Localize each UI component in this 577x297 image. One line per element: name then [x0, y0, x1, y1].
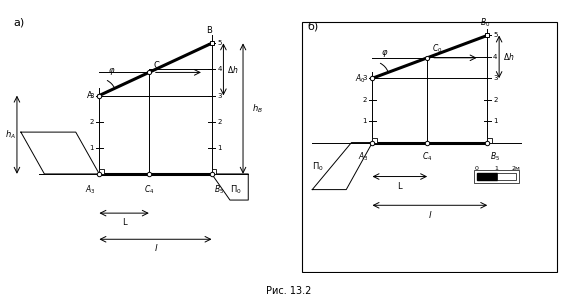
- Text: $\varphi$: $\varphi$: [108, 66, 116, 77]
- Text: $C_4$: $C_4$: [422, 150, 432, 163]
- Text: $\varphi$: $\varphi$: [381, 48, 388, 59]
- Text: 1: 1: [493, 118, 497, 124]
- Bar: [372, 138, 377, 143]
- Text: $B_5$: $B_5$: [214, 183, 224, 195]
- Text: $B_5$: $B_5$: [490, 150, 500, 163]
- Text: 3: 3: [362, 75, 366, 81]
- Text: $\Pi_0$: $\Pi_0$: [312, 161, 324, 173]
- Bar: [212, 170, 216, 174]
- Text: $B_0$: $B_0$: [479, 16, 490, 29]
- Text: $A_3$: $A_3$: [85, 183, 95, 195]
- Text: $\Pi_0$: $\Pi_0$: [230, 183, 242, 195]
- Text: C: C: [153, 61, 159, 70]
- Text: Рис. 13.2: Рис. 13.2: [266, 285, 311, 296]
- Text: $\Delta h$: $\Delta h$: [227, 64, 239, 75]
- Text: 0: 0: [475, 166, 479, 171]
- Bar: [477, 173, 497, 180]
- Text: $A_0$: $A_0$: [355, 72, 366, 85]
- Text: A: A: [87, 91, 93, 100]
- Text: 1: 1: [494, 166, 499, 171]
- Bar: [488, 138, 492, 143]
- Bar: [497, 173, 516, 180]
- Text: 3: 3: [493, 75, 497, 81]
- Text: 3: 3: [89, 92, 93, 99]
- Text: $A_3$: $A_3$: [358, 150, 369, 163]
- Text: 2: 2: [218, 119, 222, 125]
- Text: 5: 5: [218, 40, 222, 46]
- Text: 1: 1: [218, 145, 222, 151]
- Text: 2: 2: [493, 97, 497, 103]
- Bar: [99, 170, 104, 174]
- Text: 1: 1: [362, 118, 366, 124]
- Text: $C_0$: $C_0$: [432, 43, 443, 55]
- Text: 1: 1: [89, 145, 93, 151]
- Text: L: L: [398, 182, 402, 191]
- Text: 2м: 2м: [512, 166, 520, 171]
- Text: б): б): [307, 21, 319, 31]
- Text: 2: 2: [362, 97, 366, 103]
- Text: L: L: [122, 218, 126, 228]
- Bar: [474, 170, 519, 183]
- Text: $C_4$: $C_4$: [144, 183, 154, 195]
- Text: l: l: [154, 244, 157, 254]
- Text: $\Delta h$: $\Delta h$: [503, 51, 515, 62]
- Text: $h_A$: $h_A$: [5, 129, 16, 141]
- Text: а): а): [13, 17, 24, 27]
- Text: 4: 4: [493, 54, 497, 60]
- Text: B: B: [206, 26, 212, 35]
- Text: l: l: [429, 211, 431, 219]
- Text: 2: 2: [89, 119, 93, 125]
- FancyBboxPatch shape: [302, 22, 557, 272]
- Text: 3: 3: [218, 92, 222, 99]
- Text: $h_B$: $h_B$: [252, 102, 263, 115]
- Text: 5: 5: [493, 32, 497, 38]
- Text: 4: 4: [218, 66, 222, 72]
